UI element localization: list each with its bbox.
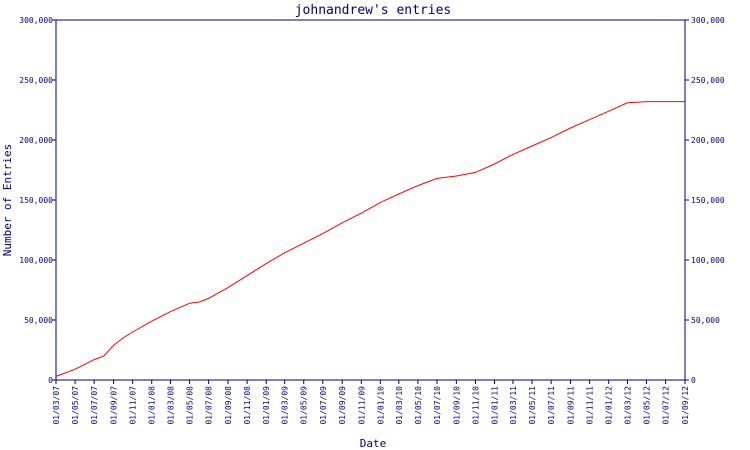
x-tick-label: 01/05/11 xyxy=(528,386,537,425)
x-tick-label: 01/03/07 xyxy=(52,386,61,425)
x-tick-label: 01/05/09 xyxy=(300,386,309,425)
x-tick-label: 01/09/12 xyxy=(681,386,690,425)
y-tick-label-left: 200,000 xyxy=(19,136,53,145)
x-tick-label: 01/05/12 xyxy=(643,386,652,425)
y-axis-left: 0 50,000 100,000 150,000 200,000 250,000 300,0… xyxy=(19,16,56,385)
y-tick-label-right: 0 xyxy=(691,376,696,385)
x-tick-label: 01/09/11 xyxy=(567,386,576,425)
x-tick-label: 01/05/07 xyxy=(71,386,80,425)
x-axis: 01/03/07 01/05/07 01/07/07 01/09/07 01/11/07… xyxy=(52,380,690,425)
x-tick-label: 01/05/10 xyxy=(414,386,423,425)
x-tick-label: 01/09/09 xyxy=(338,386,347,425)
y-tick-label-right: 100,000 xyxy=(691,256,725,265)
x-tick-label: 01/03/12 xyxy=(623,386,632,425)
x-tick-label: 01/03/09 xyxy=(281,386,290,425)
y-tick-label-left: 250,000 xyxy=(19,76,53,85)
y-tick-label-left: 300,000 xyxy=(19,16,53,25)
x-tick-label: 01/07/11 xyxy=(547,386,556,425)
x-tick-label: 01/11/10 xyxy=(471,386,480,425)
x-tick-label: 01/11/11 xyxy=(586,386,595,425)
y-axis-right: 0 50,000 100,000 150,000 200,000 250,000 300,0… xyxy=(685,16,725,385)
x-tick-label: 01/03/10 xyxy=(395,386,404,425)
x-tick-label: 01/07/09 xyxy=(319,386,328,425)
x-tick-label: 01/03/11 xyxy=(509,386,518,425)
x-tick-label: 01/05/08 xyxy=(186,386,195,425)
x-tick-label: 01/09/07 xyxy=(110,386,119,425)
series-line xyxy=(55,101,685,377)
y-tick-label-left: 0 xyxy=(48,376,53,385)
x-tick-label: 01/03/08 xyxy=(166,386,175,425)
x-tick-label: 01/11/07 xyxy=(129,386,138,425)
x-tick-label: 01/07/08 xyxy=(205,386,214,425)
y-tick-label-left: 150,000 xyxy=(19,196,53,205)
y-tick-label-right: 150,000 xyxy=(691,196,725,205)
x-tick-label: 01/07/07 xyxy=(90,386,99,425)
y-tick-label-right: 200,000 xyxy=(691,136,725,145)
y-tick-label-right: 250,000 xyxy=(691,76,725,85)
x-tick-label: 01/11/08 xyxy=(243,386,252,425)
x-tick-label: 01/01/08 xyxy=(148,386,157,425)
x-tick-label: 01/01/11 xyxy=(491,386,500,425)
x-tick-label: 01/01/09 xyxy=(262,386,271,425)
x-tick-label: 01/09/10 xyxy=(452,386,461,425)
y-tick-label-left: 100,000 xyxy=(19,256,53,265)
x-tick-label: 01/09/08 xyxy=(224,386,233,425)
x-tick-label: 01/01/12 xyxy=(605,386,614,425)
x-tick-label: 01/01/10 xyxy=(376,386,385,425)
x-tick-label: 01/07/12 xyxy=(662,386,671,425)
y-tick-label-right: 300,000 xyxy=(691,16,725,25)
x-tick-label: 01/11/09 xyxy=(357,386,366,425)
y-tick-label-right: 50,000 xyxy=(691,316,720,325)
chart-title: johnandrew's entries xyxy=(295,3,452,18)
y-axis-label: Number of Entries xyxy=(1,144,14,257)
x-axis-label: Date xyxy=(360,437,387,450)
y-tick-label-left: 50,000 xyxy=(24,316,53,325)
x-tick-label: 01/07/10 xyxy=(433,386,442,425)
